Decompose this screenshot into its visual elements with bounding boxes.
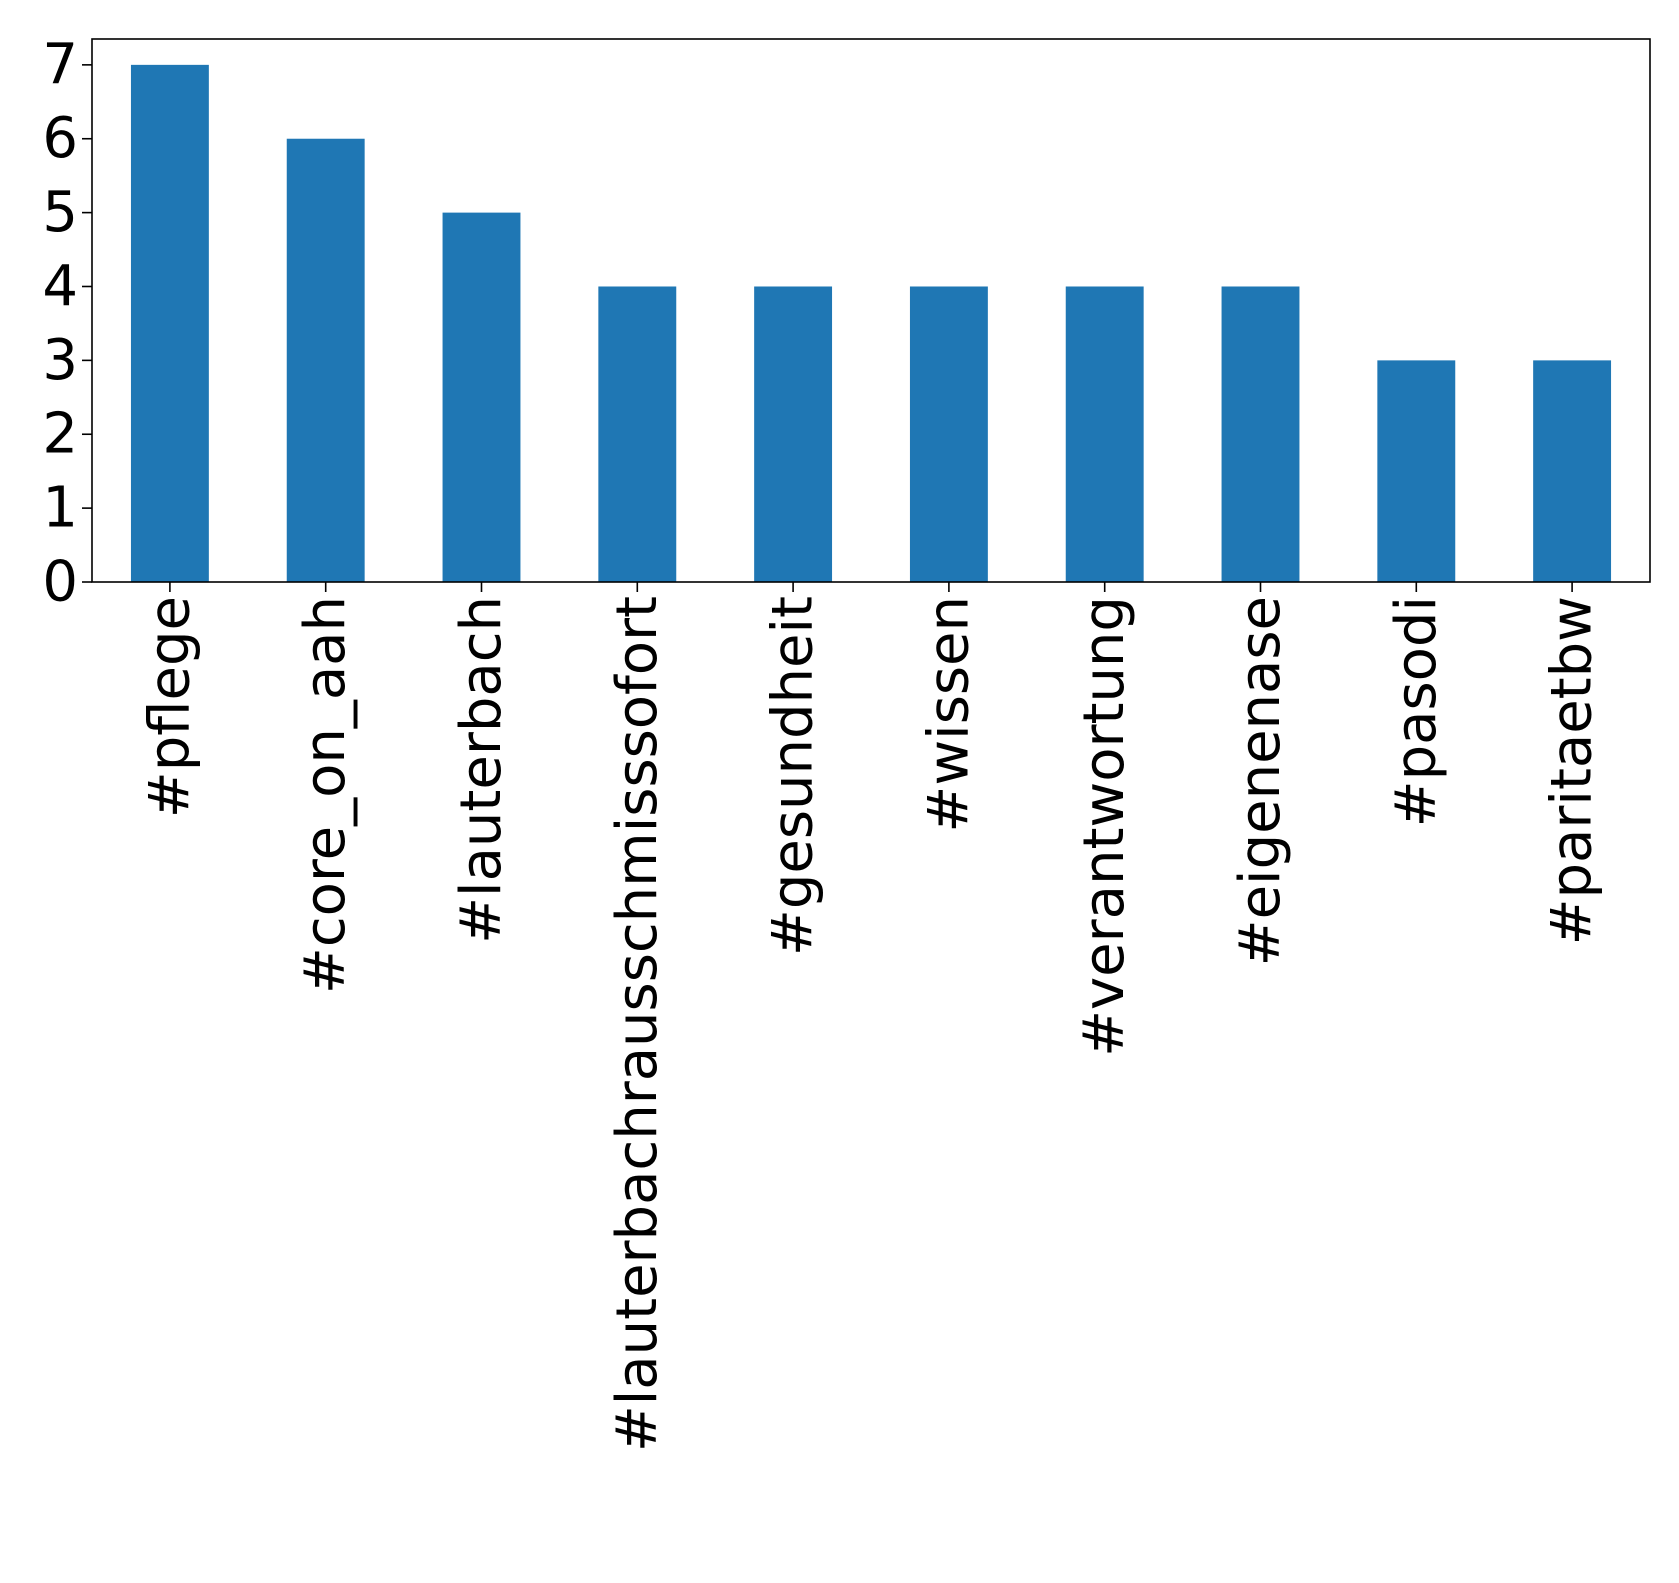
bar	[598, 286, 677, 582]
x-tick-label: #core_on_aah	[293, 596, 358, 994]
bar	[130, 64, 209, 583]
bar	[442, 212, 521, 582]
bar	[1377, 360, 1456, 582]
x-axis: #pflege #core_on_aah #lauterbach #lauterbac…	[137, 582, 1605, 1452]
y-tick-label: 4	[42, 254, 78, 319]
x-tick-label: #pflege	[137, 596, 202, 818]
x-tick-label: #wissen	[916, 596, 981, 833]
y-tick-label: 1	[42, 476, 78, 541]
y-tick-label: 6	[42, 106, 78, 171]
x-tick-label: #verantwortung	[1072, 596, 1137, 1057]
bar	[1221, 286, 1300, 582]
bar	[1533, 360, 1612, 582]
x-tick-label: #eigenenase	[1228, 596, 1293, 966]
bar	[1065, 286, 1144, 582]
y-tick-label: 0	[42, 550, 78, 615]
plot-frame	[91, 38, 1651, 583]
bar	[286, 138, 365, 583]
y-tick-label: 2	[42, 402, 78, 467]
y-tick-label: 3	[42, 328, 78, 393]
y-tick-label: 5	[42, 180, 78, 245]
y-axis: 0 1 2 3 4 5 6 7	[42, 32, 92, 615]
x-tick-label: #paritaetbw	[1540, 596, 1605, 945]
bars-group	[130, 64, 1612, 583]
y-tick-label: 7	[42, 32, 78, 97]
x-tick-label: #pasodi	[1384, 596, 1449, 827]
x-tick-label: #lauterbach	[449, 596, 514, 944]
x-tick-label: #lauterbachrausschmisssofort	[605, 596, 670, 1452]
x-tick-label: #gesundheit	[761, 596, 826, 956]
bar	[754, 286, 833, 582]
bar	[909, 286, 988, 582]
